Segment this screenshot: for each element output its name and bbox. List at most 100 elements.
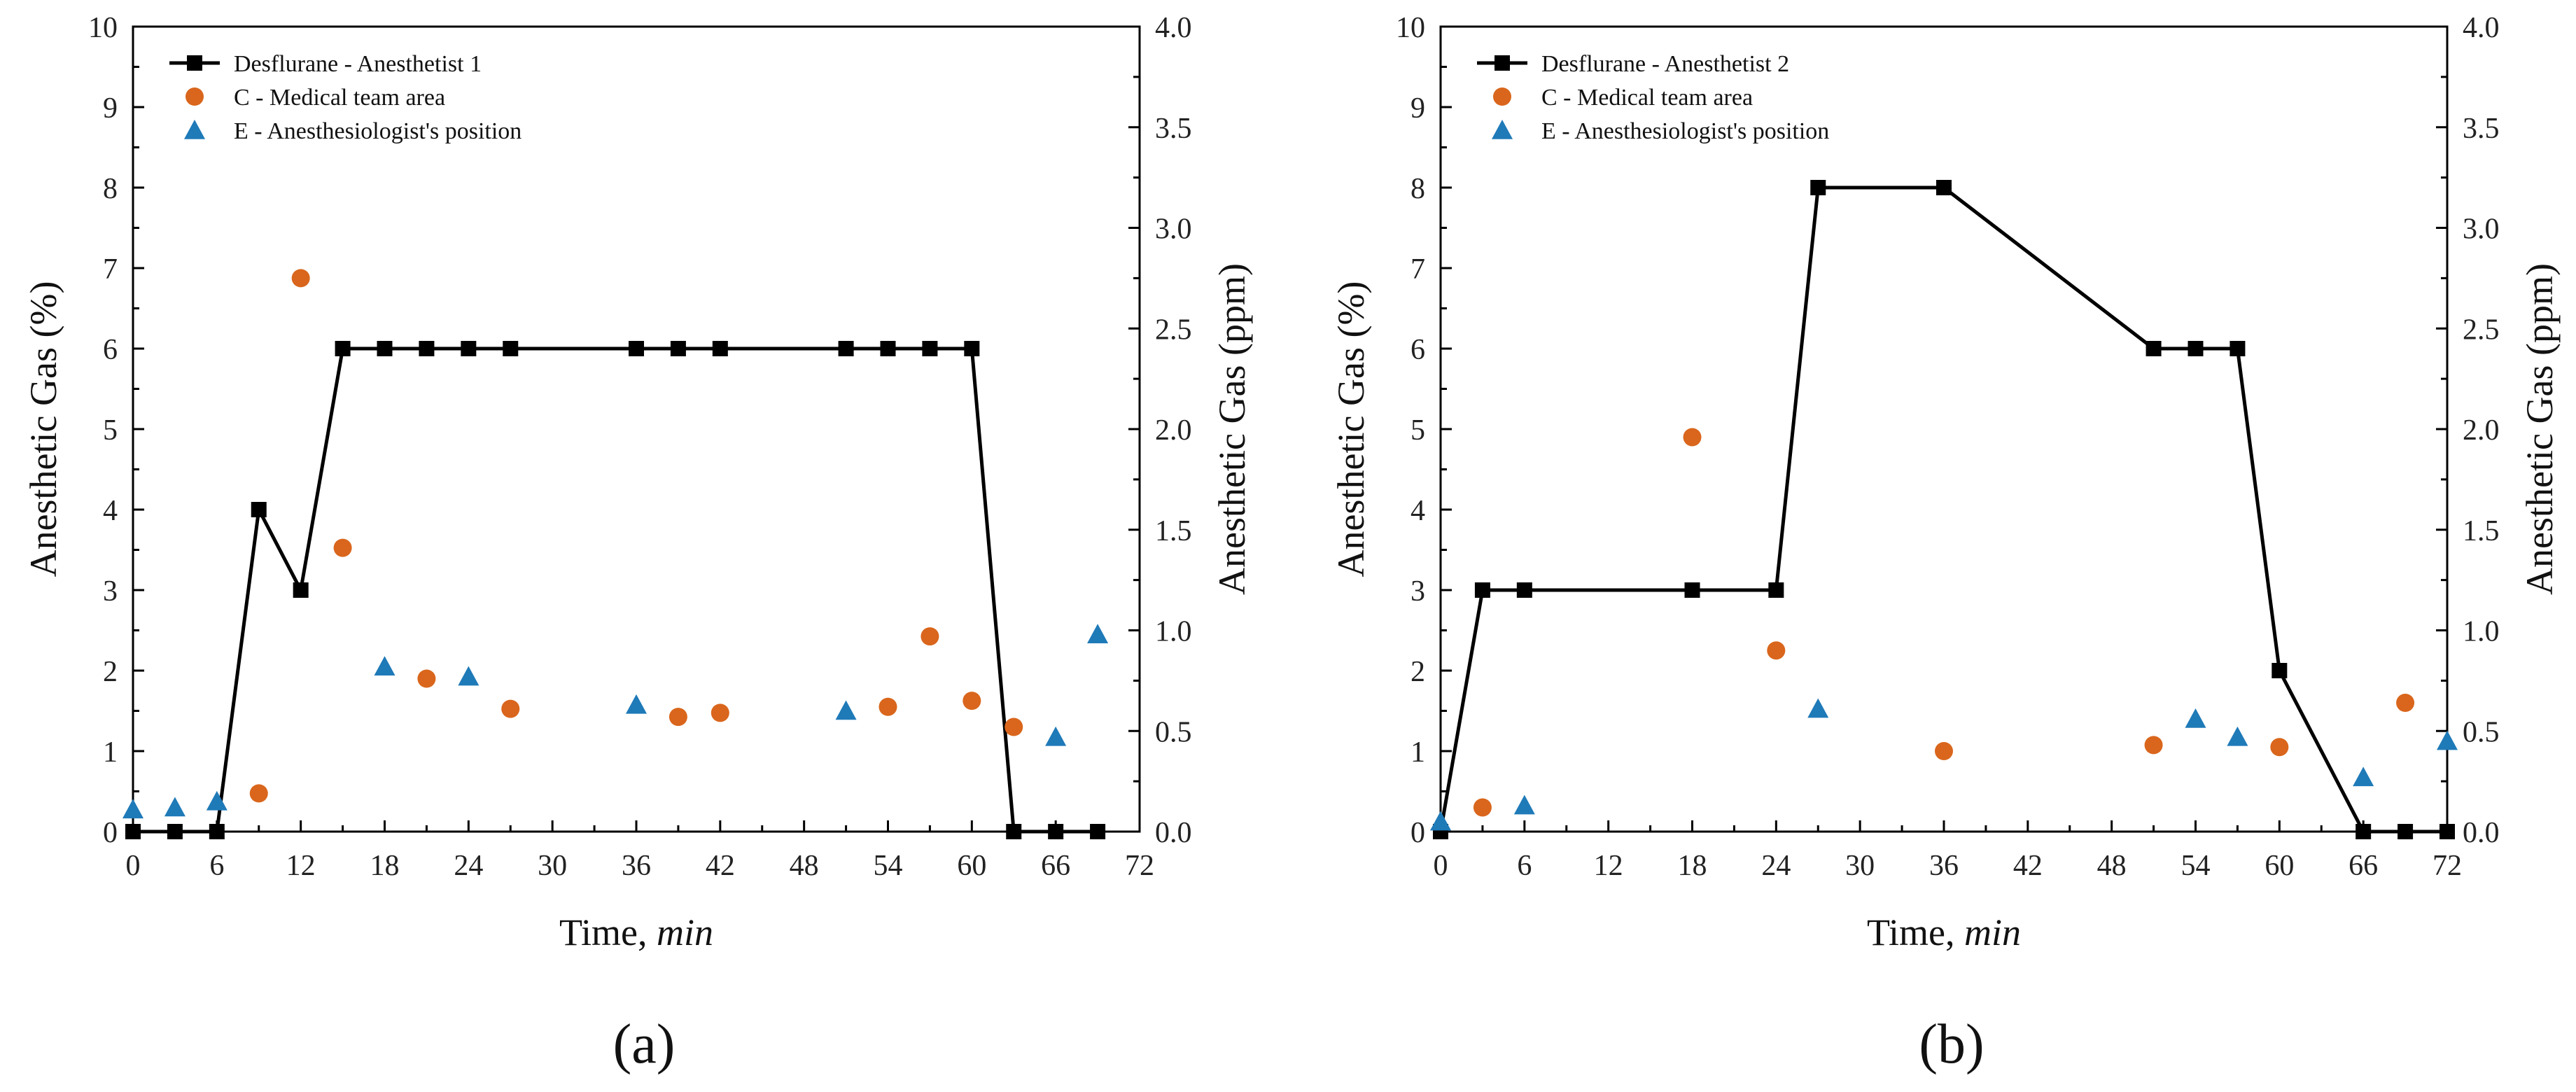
legend: Desflurane - Anesthetist 2 C - Medical te… <box>1477 51 1829 144</box>
y-left-tick-label: 5 <box>1410 414 1425 447</box>
x-tick-label: 36 <box>1929 850 1959 882</box>
legend-marker-triangle <box>184 120 205 139</box>
y-right-tick-label: 2.5 <box>2463 314 2500 346</box>
data-point-square <box>1684 582 1700 598</box>
data-point-square <box>1936 180 1952 195</box>
y-right-tick-label: 2.0 <box>1155 414 1192 447</box>
y-left-tick-label: 1 <box>1410 736 1425 769</box>
x-tick-label: 42 <box>706 850 735 882</box>
data-point-square <box>419 341 435 356</box>
data-point-square <box>670 341 686 356</box>
legend-label: E - Anesthesiologist's position <box>234 118 522 144</box>
data-point-circle <box>291 269 310 288</box>
data-point-square <box>880 341 896 356</box>
y-right-axis-title: Anesthetic Gas (ppm) <box>2519 263 2561 595</box>
data-point-triangle <box>2353 766 2374 787</box>
data-point-square <box>1048 824 1064 839</box>
x-tick-label: 60 <box>2264 850 2294 882</box>
data-point-square <box>1810 180 1826 195</box>
y-left-tick-label: 10 <box>1396 12 1425 44</box>
y-left-tick-label: 7 <box>1410 253 1425 286</box>
data-point-square <box>1516 582 1532 598</box>
data-point-square <box>2230 341 2246 356</box>
series-circle <box>1473 428 2415 817</box>
y-left-tick-label: 2 <box>103 656 118 688</box>
data-point-square <box>503 341 519 356</box>
y-left-tick-label: 8 <box>1410 173 1425 205</box>
y-right-tick-label: 2.0 <box>2463 414 2500 447</box>
y-right-tick-label: 0.0 <box>1155 817 1192 849</box>
y-right-tick-label: 1.5 <box>1155 515 1192 547</box>
x-tick-label: 24 <box>454 850 483 882</box>
legend-marker-triangle <box>1492 120 1513 139</box>
legend-item: E - Anesthesiologist's position <box>184 118 522 144</box>
data-point-square <box>2146 341 2162 356</box>
y-left-tick-label: 0 <box>103 817 118 849</box>
y-left-axis-title: Anesthetic Gas (%) <box>1330 281 1372 578</box>
y-right-tick-label: 1.5 <box>2463 515 2500 547</box>
x-tick-label: 30 <box>538 850 567 882</box>
data-point-square <box>209 824 225 839</box>
legend-item: C - Medical team area <box>186 85 445 111</box>
series-circle <box>249 269 1023 803</box>
data-point-circle <box>878 697 897 716</box>
x-tick-label: 24 <box>1761 850 1791 882</box>
x-tick-label: 0 <box>1434 850 1448 882</box>
legend-label: E - Anesthesiologist's position <box>1541 118 1829 144</box>
x-tick-label: 72 <box>2432 850 2462 882</box>
x-axis-title-main: Time, <box>559 911 657 953</box>
data-point-square <box>1474 582 1490 598</box>
y-right-tick-label: 3.5 <box>1155 113 1192 145</box>
data-point-triangle <box>2437 730 2458 750</box>
legend: Desflurane - Anesthetist 1 C - Medical te… <box>169 51 522 144</box>
y-left-tick-label: 9 <box>1410 92 1425 125</box>
y-right-tick-label: 1.0 <box>2463 616 2500 648</box>
y-left-tick-label: 7 <box>103 253 118 286</box>
y-left-tick-label: 1 <box>103 736 118 769</box>
data-point-circle <box>962 692 981 710</box>
data-point-circle <box>1473 798 1492 817</box>
y-right-tick-label: 1.0 <box>1155 616 1192 648</box>
data-point-circle <box>249 784 268 803</box>
data-point-circle <box>920 627 939 646</box>
legend-item: Desflurane - Anesthetist 2 <box>1477 51 1789 77</box>
data-point-circle <box>1683 428 1702 447</box>
data-point-triangle <box>2227 726 2248 746</box>
x-tick-label: 66 <box>1041 850 1070 882</box>
data-point-triangle <box>835 700 857 720</box>
x-tick-label: 48 <box>790 850 819 882</box>
data-point-square <box>629 341 644 356</box>
data-point-circle <box>668 708 687 727</box>
legend-label: C - Medical team area <box>1541 85 1753 111</box>
y-right-tick-label: 0.0 <box>2463 817 2500 849</box>
x-tick-label: 6 <box>209 850 224 882</box>
data-point-circle <box>710 704 729 722</box>
x-tick-label: 0 <box>126 850 141 882</box>
series-line <box>133 346 1098 834</box>
data-point-triangle <box>626 694 647 714</box>
x-axis-title-unit: min <box>1964 911 2021 953</box>
data-point-square <box>335 341 351 356</box>
series-square <box>1433 180 2455 839</box>
data-point-circle <box>333 538 352 557</box>
y-right-tick-label: 3.0 <box>2463 214 2500 246</box>
x-tick-label: 72 <box>1125 850 1154 882</box>
data-point-square <box>167 824 183 839</box>
legend-marker-square <box>1494 55 1510 71</box>
data-point-triangle <box>1045 726 1067 746</box>
y-right-tick-label: 0.5 <box>2463 716 2500 748</box>
legend-item: Desflurane - Anesthetist 1 <box>169 51 482 77</box>
data-point-square <box>251 502 267 517</box>
data-point-square <box>2188 341 2204 356</box>
y-left-tick-label: 2 <box>1410 656 1425 688</box>
data-point-square <box>2440 824 2455 839</box>
y-left-tick-label: 5 <box>103 414 118 447</box>
y-left-tick-label: 6 <box>1410 334 1425 366</box>
data-point-triangle <box>122 799 144 819</box>
y-left-tick-label: 4 <box>103 495 118 527</box>
data-point-circle <box>501 699 520 718</box>
legend-marker-circle <box>186 88 204 106</box>
y-left-tick-label: 10 <box>88 12 118 44</box>
data-point-circle <box>417 669 436 688</box>
